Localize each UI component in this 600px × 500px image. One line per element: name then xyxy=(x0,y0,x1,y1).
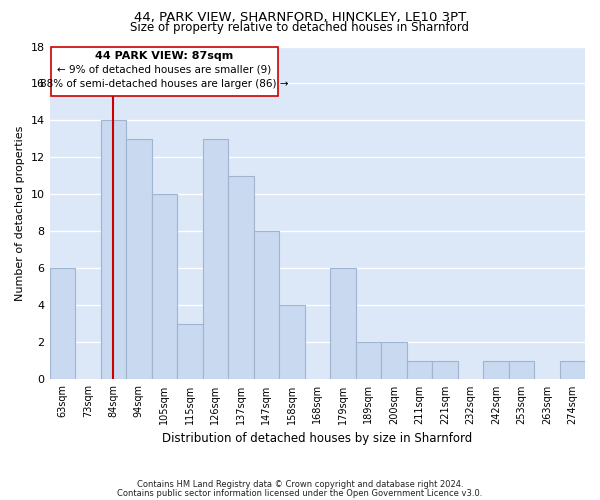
Y-axis label: Number of detached properties: Number of detached properties xyxy=(15,126,25,300)
Bar xyxy=(228,176,254,380)
Bar xyxy=(356,342,381,380)
X-axis label: Distribution of detached houses by size in Sharnford: Distribution of detached houses by size … xyxy=(162,432,472,445)
Bar xyxy=(50,268,75,380)
Text: Contains HM Land Registry data © Crown copyright and database right 2024.: Contains HM Land Registry data © Crown c… xyxy=(137,480,463,489)
Bar xyxy=(177,324,203,380)
Bar xyxy=(279,306,305,380)
Bar xyxy=(560,361,585,380)
Bar xyxy=(407,361,432,380)
Text: 44, PARK VIEW, SHARNFORD, HINCKLEY, LE10 3PT: 44, PARK VIEW, SHARNFORD, HINCKLEY, LE10… xyxy=(134,11,466,24)
Text: Contains public sector information licensed under the Open Government Licence v3: Contains public sector information licen… xyxy=(118,488,482,498)
Bar xyxy=(152,194,177,380)
Bar xyxy=(432,361,458,380)
FancyBboxPatch shape xyxy=(51,46,278,96)
Bar xyxy=(330,268,356,380)
Bar xyxy=(254,232,279,380)
Bar xyxy=(381,342,407,380)
Bar xyxy=(126,139,152,380)
Bar xyxy=(101,120,126,380)
Text: 88% of semi-detached houses are larger (86) →: 88% of semi-detached houses are larger (… xyxy=(40,80,289,90)
Bar xyxy=(203,139,228,380)
Text: Size of property relative to detached houses in Sharnford: Size of property relative to detached ho… xyxy=(131,21,470,34)
Bar xyxy=(509,361,534,380)
Text: 44 PARK VIEW: 87sqm: 44 PARK VIEW: 87sqm xyxy=(95,50,233,60)
Bar xyxy=(483,361,509,380)
Text: ← 9% of detached houses are smaller (9): ← 9% of detached houses are smaller (9) xyxy=(57,64,271,74)
